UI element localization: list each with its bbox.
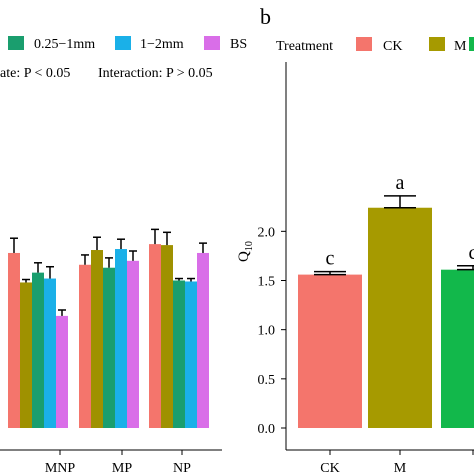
right-y-tick-label-1: 0.5: [258, 373, 276, 388]
legend-swatch-ck: [356, 37, 372, 51]
right-sig-letter-0: c: [326, 248, 335, 270]
left-bar-mnp-1: [20, 282, 32, 428]
legend-swatch-2: [204, 36, 220, 50]
left-errbar-mp-1: [93, 236, 101, 251]
right-errbar-2: [457, 265, 474, 271]
left-bar-np-0: [149, 244, 161, 428]
legend-swatch-1: [115, 36, 131, 50]
right-errbar-0: [314, 270, 346, 276]
left-errbar-mnp-2: [34, 262, 42, 273]
left-bar-mnp-3: [44, 278, 56, 428]
right-sig-letter-2: c: [469, 242, 474, 264]
legend-label-ck: CK: [383, 39, 402, 54]
right-x-label-0: CK: [320, 461, 339, 474]
left-bar-mp-4: [127, 260, 139, 428]
right-errbar-1: [384, 195, 416, 209]
legend-label-2: BS: [230, 37, 247, 52]
left-bar-mnp-0: [8, 252, 20, 428]
y-axis-label-subscript: 10: [244, 241, 255, 251]
right-plot-area: Q10 0.0 0.5 1.0 1.5 2.0 c CK a Mc: [236, 62, 474, 474]
right-bar-2: [441, 269, 474, 428]
panel-label-b: b: [260, 4, 271, 29]
left-bar-np-3: [185, 281, 197, 428]
legend-title: Treatment: [276, 39, 333, 54]
legend-label-0: 0.25−1mm: [34, 37, 95, 52]
stats-text-2: Interaction: P > 0.05: [98, 66, 213, 81]
left-errbar-np-0: [151, 228, 159, 245]
right-legend: Treatment CK M: [276, 37, 474, 54]
left-errbar-mnp-3: [46, 265, 54, 279]
stats-text-1: ate: P < 0.05: [0, 66, 70, 81]
left-errbar-np-4: [199, 242, 207, 253]
left-x-label-np: NP: [173, 461, 191, 474]
right-bar-0: [298, 274, 362, 428]
left-bar-np-4: [197, 252, 209, 428]
legend-label-m: M: [454, 39, 467, 54]
right-y-tick-label-4: 2.0: [258, 225, 276, 240]
left-x-label-mnp: MNP: [45, 461, 76, 474]
right-y-tick-label-0: 0.0: [258, 422, 276, 437]
left-errbar-np-1: [163, 231, 171, 246]
right-y-tick-label-3: 1.5: [258, 275, 276, 290]
left-bar-mnp-2: [32, 272, 44, 428]
left-bar-mp-3: [115, 249, 127, 428]
left-errbar-mp-3: [117, 238, 125, 250]
left-bar-mp-0: [79, 264, 91, 428]
left-errbar-mp-2: [105, 257, 113, 268]
left-errbar-np-2: [175, 277, 183, 281]
legend-label-1: 1−2mm: [140, 37, 184, 52]
left-errbar-mnp-4: [58, 309, 66, 316]
right-sig-letter-1: a: [396, 172, 405, 194]
left-plot-area: MNP MP NP: [0, 228, 222, 474]
left-legend: 0.25−1mm 1−2mm BS: [8, 36, 247, 52]
legend-swatch-m: [429, 37, 445, 51]
right-x-label-1: M: [394, 461, 407, 474]
left-errbar-mp-0: [81, 254, 89, 265]
right-y-axis-label: Q10: [236, 241, 255, 262]
left-errbar-mnp-0: [10, 237, 18, 253]
left-errbar-mp-4: [129, 250, 137, 261]
left-bar-mp-1: [91, 250, 103, 428]
right-y-tick-label-2: 1.0: [258, 324, 276, 339]
left-bar-mnp-4: [56, 315, 68, 428]
left-x-label-mp: MP: [112, 461, 132, 474]
left-errbar-np-3: [187, 277, 195, 282]
right-bar-1: [368, 207, 432, 428]
legend-swatch-0: [8, 36, 24, 50]
left-bar-np-2: [173, 280, 185, 428]
left-bar-mp-2: [103, 267, 115, 428]
legend-swatch-3: [469, 37, 474, 51]
left-bar-np-1: [161, 245, 173, 428]
left-errbar-mnp-1: [22, 278, 30, 283]
